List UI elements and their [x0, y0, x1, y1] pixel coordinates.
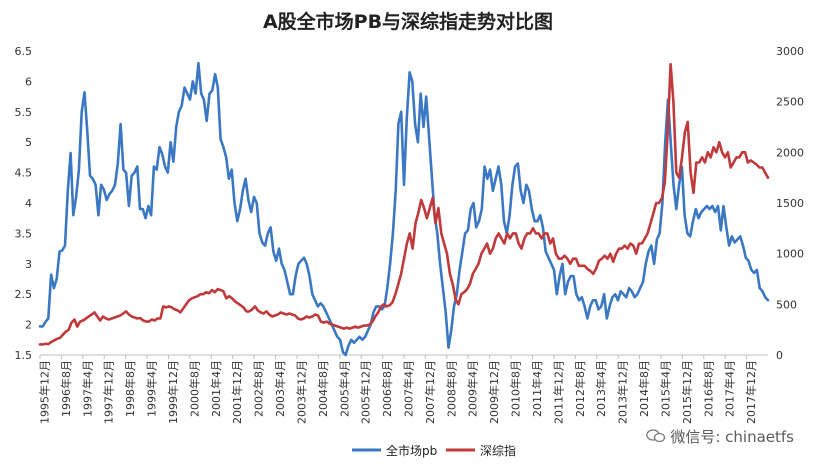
- series-line-pb: [38, 61, 770, 357]
- x-tick-label: 2000年8月: [187, 360, 201, 417]
- x-tick-label: 2005年12月: [359, 360, 373, 424]
- x-tick-label: 2009年12月: [487, 360, 501, 424]
- left-y-tick-label: 1.5: [15, 349, 33, 362]
- x-tick-label: 1998年8月: [123, 360, 137, 417]
- x-tick-label: 2004年8月: [316, 360, 330, 417]
- right-y-tick-label: 1500: [776, 197, 804, 210]
- x-tick-label: 2006年8月: [380, 360, 394, 417]
- x-tick-label: 2007年12月: [423, 360, 437, 424]
- x-tick-label: 2007年4月: [402, 360, 416, 417]
- axes-layer: 1.5 2 2.5 3 3.5 4 4.5 5 5.5 6 6.5 0 500 1000 1500 2000 2…: [15, 45, 805, 424]
- legend-label-pb: 全市场pb: [386, 443, 437, 458]
- left-y-tick-label: 4.5: [15, 167, 33, 180]
- x-tick-label: 2008年8月: [444, 360, 458, 417]
- left-y-tick-label: 5: [25, 136, 32, 149]
- x-tick-label: 1995年12月: [38, 360, 52, 424]
- series-layer: [38, 61, 770, 357]
- left-y-tick-label: 3.5: [15, 227, 33, 240]
- left-y-tick-label: 3: [25, 258, 32, 271]
- x-tick-label: 2001年4月: [209, 360, 223, 417]
- right-y-tick-label: 2500: [776, 96, 804, 109]
- left-y-tick-label: 6.5: [15, 45, 33, 58]
- wechat-icon: [646, 429, 666, 443]
- series-line-szzs: [38, 62, 770, 346]
- left-y-tick-label: 5.5: [15, 106, 33, 119]
- x-tick-label: 1997年12月: [102, 360, 116, 424]
- x-tick-label: 2017年4月: [723, 360, 737, 417]
- x-tick-label: 2011年12月: [551, 360, 565, 424]
- left-y-tick-label: 2.5: [15, 288, 33, 301]
- x-tick-label: 2001年12月: [230, 360, 244, 424]
- x-tick-label: 1999年4月: [145, 360, 159, 417]
- chart-title: A股全市场PB与深综指走势对比图: [263, 10, 553, 33]
- x-tick-label: 2011年4月: [530, 360, 544, 417]
- legend-label-szzs: 深综指: [480, 443, 516, 458]
- watermark: 微信号: chinaetfs: [646, 426, 794, 447]
- x-tick-label: 2002年8月: [252, 360, 266, 417]
- x-tick-label: 2013年12月: [616, 360, 630, 424]
- x-tick-label: 2005年4月: [337, 360, 351, 417]
- right-y-tick-label: 500: [776, 298, 797, 311]
- right-y-tick-label: 0: [776, 349, 783, 362]
- x-tick-label: 2014年8月: [637, 360, 651, 417]
- left-y-tick-label: 2: [25, 319, 32, 332]
- left-y-tick-label: 4: [25, 197, 32, 210]
- x-tick-label: 2015年12月: [680, 360, 694, 424]
- right-y-tick-label: 3000: [776, 45, 804, 58]
- legend: 全市场pb 深综指: [352, 443, 516, 458]
- x-tick-label: 2016年8月: [701, 360, 715, 417]
- x-tick-label: 1999年12月: [166, 360, 180, 424]
- x-tick-label: 2013年4月: [594, 360, 608, 417]
- x-tick-label: 2003年4月: [273, 360, 287, 417]
- right-y-tick-label: 2000: [776, 146, 804, 159]
- x-tick-label: 2017年12月: [744, 360, 758, 424]
- left-y-tick-label: 6: [25, 75, 32, 88]
- x-tick-label: 1996年8月: [59, 360, 73, 417]
- x-tick-label: 2015年4月: [658, 360, 672, 417]
- x-tick-label: 2012年8月: [573, 360, 587, 417]
- x-tick-label: 2010年8月: [509, 360, 523, 417]
- x-tick-label: 2009年4月: [466, 360, 480, 417]
- watermark-text: 微信号: chinaetfs: [670, 428, 794, 446]
- x-tick-label: 2003年12月: [294, 360, 308, 424]
- right-y-tick-label: 1000: [776, 248, 804, 261]
- x-tick-label: 1997年4月: [80, 360, 94, 417]
